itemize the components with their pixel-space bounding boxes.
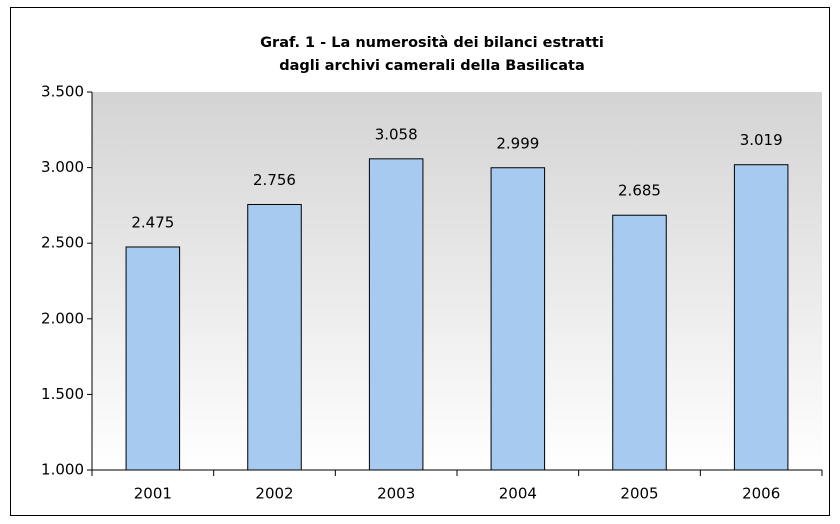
bar	[612, 214, 667, 471]
data-label: 2.756	[253, 171, 296, 189]
y-tick-label: 3.000	[41, 158, 84, 176]
bar	[125, 246, 181, 471]
chart-title: dagli archivi camerali della Basilicata	[279, 58, 585, 74]
bar	[368, 158, 424, 471]
plot-area	[92, 92, 822, 470]
data-label: 2.475	[131, 213, 174, 231]
y-tick-label: 2.000	[41, 309, 84, 327]
y-tick-label: 1.500	[41, 385, 84, 403]
data-label: 2.999	[496, 134, 539, 152]
bar	[733, 164, 789, 471]
x-tick-label: 2005	[620, 485, 658, 503]
y-tick-label: 3.500	[41, 83, 84, 101]
chart-title: Graf. 1 - La numerosità dei bilanci estr…	[260, 35, 604, 51]
y-tick-label: 2.500	[41, 234, 84, 252]
x-tick-label: 2004	[499, 485, 537, 503]
x-tick-label: 2006	[742, 485, 780, 503]
x-tick-label: 2001	[134, 485, 172, 503]
x-tick-label: 2002	[255, 485, 293, 503]
data-label: 3.019	[740, 131, 783, 149]
y-tick-label: 1.000	[41, 461, 84, 479]
data-label: 3.058	[375, 125, 418, 143]
data-label: 2.685	[618, 182, 661, 200]
bar	[490, 167, 546, 471]
bar	[247, 203, 302, 471]
x-tick-label: 2003	[377, 485, 415, 503]
